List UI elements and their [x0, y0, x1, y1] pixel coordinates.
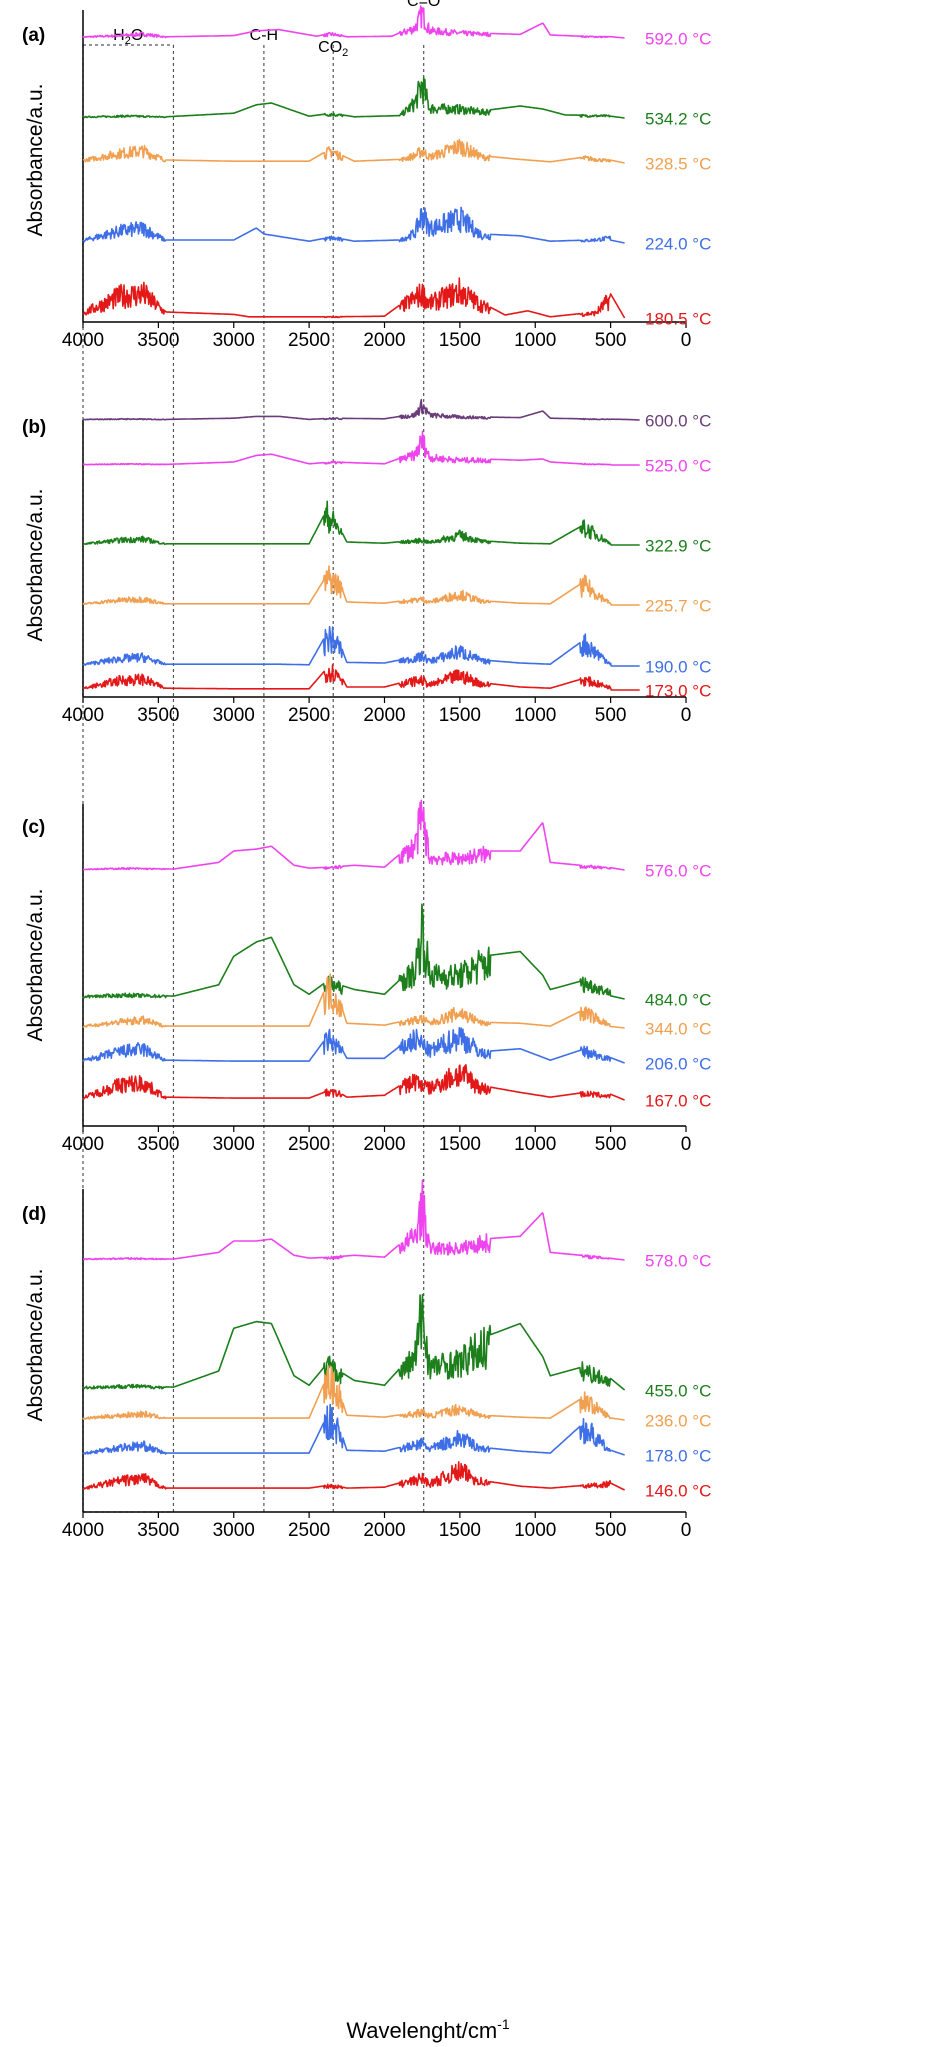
x-tick-label: 2500 [288, 330, 330, 351]
series-label: 455.0 °C [645, 1381, 711, 1400]
series-label: 525.0 °C [645, 456, 711, 475]
panel-label: (a) [22, 25, 45, 46]
series-line [82, 1293, 626, 1391]
series-line [82, 1064, 625, 1101]
x-tick-label: 3000 [213, 1134, 255, 1155]
series-label: 534.2 °C [645, 109, 711, 128]
x-tick-label: 1500 [439, 1520, 481, 1541]
x-tick-label: 4000 [62, 705, 104, 726]
x-tick-label: 3000 [213, 1520, 255, 1541]
x-tick-label: 4000 [62, 1134, 104, 1155]
x-tick-label: 1000 [514, 1520, 556, 1541]
series-line [82, 5, 625, 39]
x-tick-label: 1000 [514, 330, 556, 351]
series-label: 146.0 °C [645, 1481, 711, 1500]
x-tick-label: 0 [681, 330, 692, 351]
series-line [82, 973, 625, 1029]
x-tick-label: 3500 [137, 705, 179, 726]
x-tick-label: 1500 [439, 330, 481, 351]
series-label: 224.0 °C [645, 234, 711, 253]
x-tick-label: 2000 [363, 1134, 405, 1155]
series-line [82, 1461, 625, 1491]
series-label: 576.0 °C [645, 861, 711, 880]
series-label: 328.5 °C [645, 154, 711, 173]
series-label: 206.0 °C [645, 1054, 711, 1073]
x-tick-label: 500 [595, 1134, 627, 1155]
series-line [82, 1027, 625, 1064]
panel-label: (d) [22, 1204, 46, 1225]
series-line [82, 398, 640, 421]
x-tick-label: 3500 [137, 330, 179, 351]
series-line [82, 206, 625, 244]
series-line [82, 1403, 625, 1456]
x-tick-label: 2000 [363, 1520, 405, 1541]
x-tick-label: 0 [681, 1520, 692, 1541]
x-tick-label: 4000 [62, 330, 104, 351]
x-tick-label: 3500 [137, 1520, 179, 1541]
series-label: 578.0 °C [645, 1251, 711, 1270]
x-tick-label: 2000 [363, 705, 405, 726]
series-label: 178.0 °C [645, 1446, 711, 1465]
x-tick-label: 0 [681, 1134, 692, 1155]
band-label-co: C=O [407, 0, 440, 10]
band-guide-lines [82, 44, 425, 1513]
series-label: 180.5 °C [645, 309, 711, 328]
panel-c: (c) Absorbance/a.u. 4000 3500 3000 2500 2000 15… [22, 799, 711, 1155]
x-tick-label: 500 [595, 1520, 627, 1541]
series-label: 236.0 °C [645, 1411, 711, 1430]
series-line [82, 430, 640, 466]
panel-b: (b) Absorbance/a.u. 4000 3500 3000 2500 2000 15… [22, 398, 711, 726]
series-line [82, 76, 625, 119]
x-tick-label: 3000 [213, 330, 255, 351]
y-axis-label: Absorbance/a.u. [24, 84, 47, 237]
x-tick-label: 4000 [62, 1520, 104, 1541]
y-axis-label: Absorbance/a.u. [24, 889, 47, 1042]
series-line [82, 500, 640, 546]
series-line [82, 664, 640, 691]
x-tick-label: 2500 [288, 1134, 330, 1155]
series-label: 167.0 °C [645, 1091, 711, 1110]
series-label: 484.0 °C [645, 990, 711, 1009]
series-line [82, 903, 625, 1000]
y-axis-label: Absorbance/a.u. [24, 489, 47, 642]
series-line [82, 138, 625, 164]
x-tick-label: 500 [595, 330, 627, 351]
series-line [82, 799, 625, 871]
panel-label: (c) [22, 817, 45, 838]
x-tick-label: 1500 [439, 705, 481, 726]
x-tick-label: 2000 [363, 330, 405, 351]
band-label-co2: CO2 [318, 39, 348, 59]
x-axis-title: Wavelenght/cm-1 [346, 2016, 509, 2043]
x-tick-label: 2500 [288, 705, 330, 726]
series-label: 600.0 °C [645, 411, 711, 430]
series-line [82, 1179, 625, 1261]
x-tick-label: 0 [681, 705, 692, 726]
panel-a: (a) Absorbance/a.u. 4000 3500 3000 2500 2000 15… [22, 5, 711, 351]
series-label: 190.0 °C [645, 657, 711, 676]
series-line [82, 565, 640, 606]
panel-label: (b) [22, 417, 46, 438]
series-line [82, 625, 640, 667]
x-tick-label: 1500 [439, 1134, 481, 1155]
series-label: 173.0 °C [645, 681, 711, 700]
x-tick-label: 3500 [137, 1134, 179, 1155]
series-label: 225.7 °C [645, 596, 711, 615]
x-tick-label: 1000 [514, 1134, 556, 1155]
x-tick-label: 2500 [288, 1520, 330, 1541]
y-axis-label: Absorbance/a.u. [24, 1269, 47, 1422]
series-label: 592.0 °C [645, 29, 711, 48]
x-tick-label: 1000 [514, 705, 556, 726]
x-tick-label: 500 [595, 705, 627, 726]
series-label: 344.0 °C [645, 1019, 711, 1038]
panel-d: (d) Absorbance/a.u. 4000 3500 3000 2500 2000 15… [22, 1179, 711, 1541]
series-line [82, 277, 626, 319]
series-label: 322.9 °C [645, 536, 711, 555]
x-tick-label: 3000 [213, 705, 255, 726]
series-line [82, 1365, 625, 1421]
